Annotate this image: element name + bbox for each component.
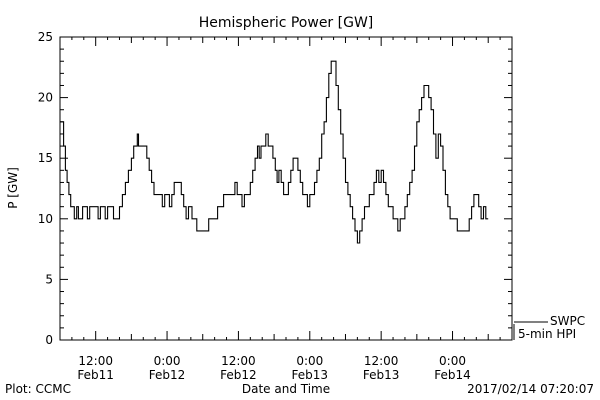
x-tick-date-label: Feb11 <box>77 368 114 382</box>
hemispheric-power-series-line <box>60 60 489 244</box>
x-tick-date-label: Feb13 <box>292 368 329 382</box>
x-tick-date-label: Feb14 <box>434 368 471 382</box>
x-tick-time-label: 0:00 <box>439 354 466 368</box>
x-tick-time-label: 0:00 <box>154 354 181 368</box>
plot-frame <box>59 36 513 341</box>
y-tick-label: 25 <box>38 30 53 44</box>
y-tick-label: 5 <box>45 272 53 286</box>
x-tick-time-label: 12:00 <box>364 354 399 368</box>
x-tick-date-label: Feb13 <box>363 368 400 382</box>
y-tick-label: 15 <box>38 151 53 165</box>
y-axis-ticks: 0 5 10 15 20 25 <box>38 30 512 347</box>
footer-plot-credit: Plot: CCMC <box>5 382 71 396</box>
legend-swpc-label: SWPC <box>550 314 585 328</box>
y-tick-label: 10 <box>38 212 53 226</box>
x-tick-time-label: 12:00 <box>221 354 256 368</box>
y-tick-label: 20 <box>38 91 53 105</box>
chart-title: Hemispheric Power [GW] <box>199 15 374 31</box>
x-tick-time-label: 0:00 <box>296 354 323 368</box>
x-axis-label: Date and Time <box>242 382 330 396</box>
x-axis-ticks: 12:00Feb110:00Feb1212:00Feb120:00Feb1312… <box>59 37 513 382</box>
y-axis-label: P [GW] <box>6 167 20 209</box>
x-tick-date-label: Feb12 <box>149 368 186 382</box>
x-tick-time-label: 12:00 <box>78 354 113 368</box>
y-tick-label: 0 <box>45 333 53 347</box>
footer-timestamp: 2017/02/14 07:20:07 <box>467 382 594 396</box>
legend-hpi-label: 5-min HPI <box>518 327 576 341</box>
x-tick-date-label: Feb12 <box>220 368 257 382</box>
